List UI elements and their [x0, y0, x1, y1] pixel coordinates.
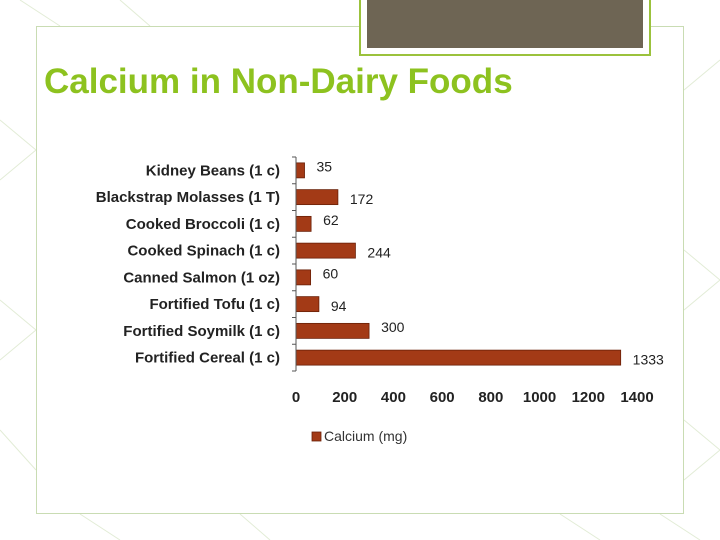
x-tick-label: 1200: [572, 389, 605, 406]
category-label: Blackstrap Molasses (1 T): [96, 189, 280, 206]
bar: [295, 269, 312, 286]
x-tick-label: 0: [292, 389, 300, 406]
bar: [295, 242, 356, 259]
data-label: 244: [367, 245, 391, 261]
page-title: Calcium in Non-Dairy Foods: [44, 62, 513, 101]
x-tick-label: 200: [332, 389, 357, 406]
legend: Calcium (mg): [311, 428, 407, 444]
data-label: 60: [323, 265, 339, 281]
category-label: Kidney Beans (1 c): [146, 162, 280, 179]
bar: [295, 349, 622, 366]
legend-label: Calcium (mg): [324, 428, 407, 444]
bar: [295, 322, 370, 339]
bar: [295, 189, 339, 206]
bar: [295, 162, 305, 179]
category-label: Fortified Tofu (1 c): [149, 296, 280, 313]
x-tick-label: 400: [381, 389, 406, 406]
bar: [295, 296, 320, 313]
data-label: 1333: [633, 352, 664, 368]
data-label: 172: [350, 191, 374, 207]
x-tick-label: 1000: [523, 389, 556, 406]
top-tab-block: [367, 0, 643, 48]
legend-swatch: [311, 431, 322, 442]
x-tick-label: 800: [478, 389, 503, 406]
slide-frame: [36, 26, 684, 514]
x-tick-label: 1400: [620, 389, 653, 406]
x-tick-label: 600: [430, 389, 455, 406]
category-label: Cooked Spinach (1 c): [127, 243, 280, 260]
data-label: 35: [317, 158, 333, 174]
category-label: Cooked Broccoli (1 c): [126, 216, 280, 233]
category-label: Fortified Soymilk (1 c): [123, 323, 280, 340]
category-label: Canned Salmon (1 oz): [123, 269, 280, 286]
category-label: Fortified Cereal (1 c): [135, 350, 280, 367]
data-label: 62: [323, 212, 339, 228]
bar: [295, 215, 312, 232]
data-label: 94: [331, 298, 347, 314]
data-label: 300: [381, 319, 405, 335]
